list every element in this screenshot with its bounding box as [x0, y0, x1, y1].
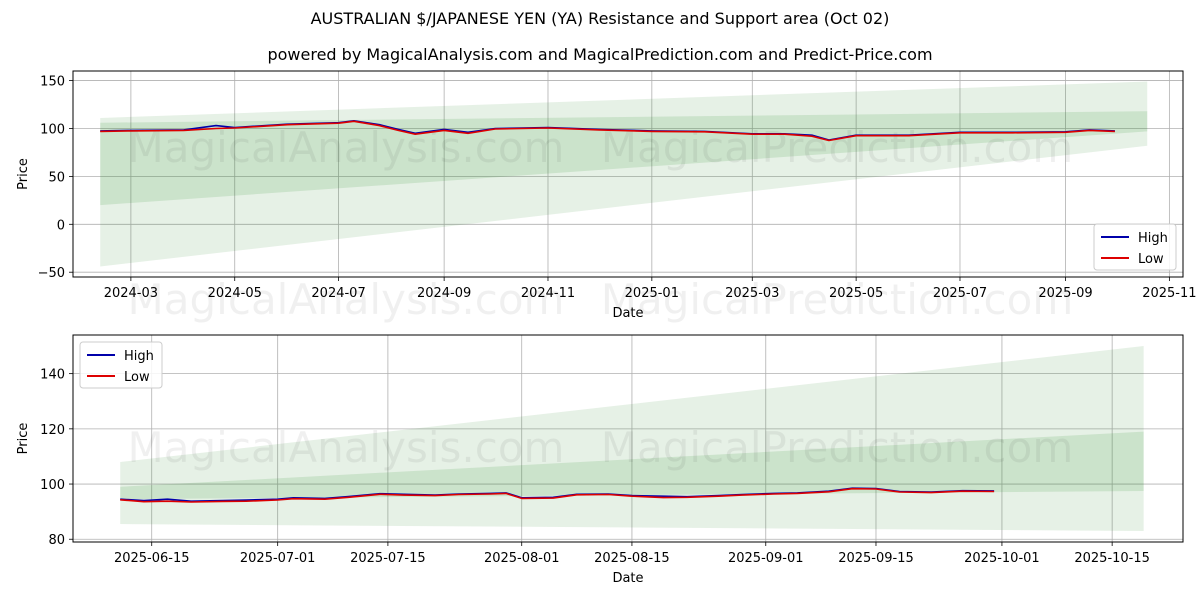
series-line-low [100, 120, 1115, 142]
x-tick-label: 2025-10-01 [964, 551, 1040, 566]
x-tick-label: 2025-11 [1142, 286, 1196, 301]
series-line-low [120, 487, 995, 503]
support-resistance-band [120, 431, 1144, 500]
legend: High Low [1093, 223, 1177, 271]
support-resistance-band [100, 81, 1148, 267]
support-resistance-band [120, 346, 1144, 531]
legend-label-low: Low [124, 370, 150, 385]
legend-label-high: High [1138, 231, 1168, 246]
series-group [100, 120, 1115, 142]
x-tick-label: 2025-07 [933, 286, 987, 301]
y-tick-label: 100 [40, 122, 65, 137]
x-tick-label: 2024-07 [311, 286, 365, 301]
chart-panel-1: MagicalAnalysis.com MagicalPrediction.com… [16, 70, 1197, 324]
x-axis-label: Date [612, 306, 643, 321]
y-axis-label: Price [16, 423, 31, 455]
x-tick-label: 2025-09 [1038, 286, 1092, 301]
plot-frame [72, 334, 1184, 543]
x-tick-label: 2025-10-15 [1074, 551, 1150, 566]
y-tick-label: 0 [57, 218, 65, 233]
watermark-text: MagicalAnalysis.com [128, 275, 565, 324]
watermark-text: MagicalAnalysis.com [128, 123, 565, 172]
x-tick-label: 2024-05 [208, 286, 262, 301]
y-tick-label: 80 [48, 533, 65, 548]
watermark-text: MagicalPrediction.com [601, 423, 1074, 472]
chart-subtitle: powered by MagicalAnalysis.com and Magic… [267, 45, 933, 64]
x-tick-label: 2025-07-01 [240, 551, 316, 566]
y-tick-label: 120 [40, 423, 65, 438]
x-tick-label: 2025-05 [829, 286, 883, 301]
watermark-text: MagicalAnalysis.com [128, 423, 565, 472]
y-tick-label: 140 [40, 368, 65, 383]
x-tick-label: 2025-09-01 [728, 551, 804, 566]
x-tick-label: 2025-01 [625, 286, 679, 301]
series-group [120, 487, 995, 503]
chart-title: AUSTRALIAN $/JAPANESE YEN (YA) Resistanc… [310, 9, 890, 28]
x-tick-label: 2025-09-15 [838, 551, 914, 566]
x-tick-label: 2024-09 [417, 286, 471, 301]
chart-panel-2: MagicalAnalysis.com MagicalPrediction.com… [16, 334, 1184, 586]
x-tick-label: 2025-03 [725, 286, 779, 301]
y-tick-label: 100 [40, 478, 65, 493]
x-tick-label: 2025-08-15 [594, 551, 670, 566]
y-tick-label: 50 [48, 170, 65, 185]
legend: High Low [79, 341, 163, 389]
y-tick-label: −50 [38, 266, 65, 281]
x-tick-label: 2025-08-01 [484, 551, 560, 566]
plot-frame [72, 70, 1184, 278]
watermark-text: MagicalPrediction.com [601, 275, 1074, 324]
legend-label-high: High [124, 349, 154, 364]
band-group [100, 81, 1148, 267]
y-tick-label: 150 [40, 75, 65, 90]
x-tick-label: 2025-06-15 [114, 551, 190, 566]
x-tick-label: 2024-03 [104, 286, 158, 301]
x-tick-label: 2025-07-15 [350, 551, 426, 566]
band-group [120, 346, 1144, 531]
y-axis-label: Price [16, 158, 31, 190]
legend-label-low: Low [1138, 252, 1164, 267]
x-axis-label: Date [612, 571, 643, 586]
x-tick-label: 2024-11 [521, 286, 575, 301]
